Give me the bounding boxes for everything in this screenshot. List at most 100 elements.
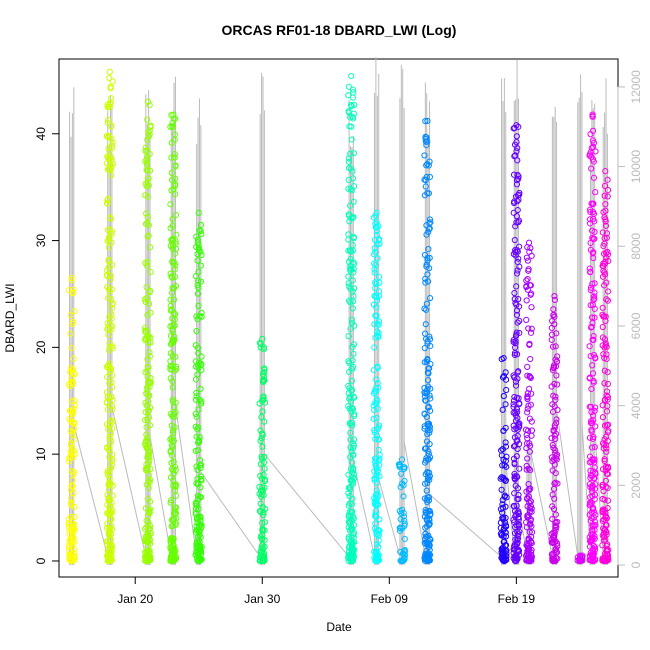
data-point	[373, 414, 380, 422]
data-point	[260, 378, 267, 385]
data-point	[586, 152, 593, 159]
data-point	[513, 555, 520, 562]
data-point	[172, 482, 179, 489]
data-point	[372, 520, 379, 527]
data-point-zero	[398, 557, 406, 565]
data-point	[146, 422, 154, 429]
data-point	[604, 288, 612, 295]
data-point	[105, 426, 112, 433]
y2-tick-label: 10000	[629, 150, 643, 184]
data-point	[71, 402, 78, 409]
data-point	[349, 480, 357, 487]
data-point	[604, 251, 612, 258]
data-point	[351, 538, 358, 546]
data-point	[106, 486, 113, 493]
data-point	[171, 273, 179, 280]
data-point	[588, 531, 595, 538]
series-RF09	[395, 456, 409, 565]
data-point	[554, 518, 561, 526]
data-point	[424, 377, 432, 384]
data-point	[261, 377, 268, 384]
data-point	[524, 494, 531, 502]
data-point	[514, 495, 521, 503]
series-RF07	[345, 72, 358, 565]
data-point	[261, 418, 268, 425]
data-point	[146, 101, 153, 109]
data-point	[350, 233, 357, 241]
data-point	[524, 275, 531, 283]
data-point	[375, 223, 382, 230]
data-point	[347, 299, 354, 306]
data-point	[523, 283, 530, 291]
data-point	[372, 280, 380, 288]
data-point	[371, 429, 378, 436]
data-point	[145, 334, 152, 341]
data-point	[147, 268, 154, 276]
data-point-max	[144, 98, 152, 105]
data-point	[422, 136, 429, 143]
data-point	[421, 411, 428, 418]
data-point	[552, 356, 559, 363]
data-point	[552, 450, 559, 457]
data-point	[603, 422, 610, 429]
data-point	[527, 466, 534, 474]
data-point	[349, 242, 356, 249]
data-point	[502, 457, 509, 465]
data-point	[348, 500, 356, 507]
data-point	[512, 382, 520, 389]
data-point	[143, 431, 150, 438]
x-tick-label: Jan 20	[117, 592, 153, 606]
data-point	[525, 535, 533, 543]
data-point	[426, 295, 434, 302]
data-point	[172, 175, 179, 182]
data-point	[513, 405, 521, 413]
data-point-max	[373, 209, 380, 216]
data-point	[167, 499, 174, 506]
data-point	[258, 491, 265, 498]
data-point	[502, 533, 510, 540]
data-point	[600, 537, 607, 544]
data-point	[144, 467, 151, 474]
data-point	[426, 429, 433, 436]
data-point	[197, 548, 205, 555]
data-point-zero	[551, 557, 558, 565]
data-point	[601, 397, 608, 404]
y-tick-label: 10	[34, 447, 48, 461]
series-RF17	[599, 168, 612, 565]
data-point	[553, 456, 560, 463]
data-point	[423, 455, 430, 462]
data-point	[400, 493, 407, 500]
data-point	[515, 395, 522, 402]
data-point	[192, 396, 200, 403]
data-point	[372, 385, 379, 392]
data-point	[260, 511, 267, 519]
data-point	[524, 435, 531, 442]
data-point	[108, 228, 115, 235]
data-point	[589, 523, 596, 530]
data-point	[351, 101, 358, 109]
data-point	[373, 297, 381, 304]
data-point	[256, 557, 264, 565]
data-point	[169, 396, 176, 403]
data-point	[142, 327, 149, 334]
data-point	[513, 133, 520, 140]
data-point	[372, 435, 379, 443]
data-point	[421, 305, 428, 312]
data-point	[347, 202, 354, 209]
data-point	[591, 228, 598, 235]
data-point-max	[424, 117, 431, 125]
data-point	[599, 229, 606, 236]
data-point	[146, 289, 153, 296]
data-point	[104, 470, 111, 477]
data-point	[589, 127, 597, 134]
altitude-connector	[378, 478, 401, 558]
data-point	[350, 393, 357, 400]
data-point	[550, 444, 557, 452]
data-point	[168, 154, 175, 161]
data-point	[549, 408, 557, 415]
data-point	[425, 448, 432, 455]
series-RF06	[256, 335, 269, 565]
altitude-connector	[149, 435, 172, 558]
data-point	[106, 233, 113, 240]
data-point	[345, 109, 353, 116]
